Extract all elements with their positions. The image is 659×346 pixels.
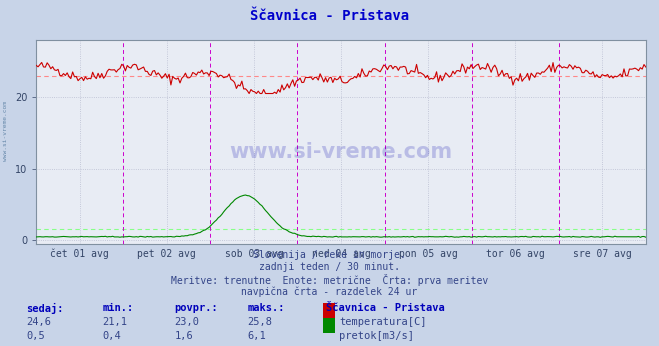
Text: Slovenija / reke in morje.: Slovenija / reke in morje. xyxy=(253,250,406,260)
Text: 24,6: 24,6 xyxy=(26,317,51,327)
Text: sedaj:: sedaj: xyxy=(26,303,64,314)
Text: maks.:: maks.: xyxy=(247,303,285,313)
Text: 23,0: 23,0 xyxy=(175,317,200,327)
Text: Ščavnica - Pristava: Ščavnica - Pristava xyxy=(326,303,445,313)
Text: www.si-vreme.com: www.si-vreme.com xyxy=(229,142,453,162)
Text: 0,5: 0,5 xyxy=(26,331,45,342)
Text: Ščavnica - Pristava: Ščavnica - Pristava xyxy=(250,9,409,22)
Text: temperatura[C]: temperatura[C] xyxy=(339,317,427,327)
Text: 0,4: 0,4 xyxy=(102,331,121,342)
Text: zadnji teden / 30 minut.: zadnji teden / 30 minut. xyxy=(259,262,400,272)
Text: pretok[m3/s]: pretok[m3/s] xyxy=(339,331,415,342)
Text: www.si-vreme.com: www.si-vreme.com xyxy=(3,101,8,162)
Text: 6,1: 6,1 xyxy=(247,331,266,342)
Text: 1,6: 1,6 xyxy=(175,331,193,342)
Text: 25,8: 25,8 xyxy=(247,317,272,327)
Text: povpr.:: povpr.: xyxy=(175,303,218,313)
Text: navpična črta - razdelek 24 ur: navpična črta - razdelek 24 ur xyxy=(241,286,418,297)
Text: 21,1: 21,1 xyxy=(102,317,127,327)
Text: min.:: min.: xyxy=(102,303,133,313)
Text: Meritve: trenutne  Enote: metrične  Črta: prva meritev: Meritve: trenutne Enote: metrične Črta: … xyxy=(171,274,488,286)
